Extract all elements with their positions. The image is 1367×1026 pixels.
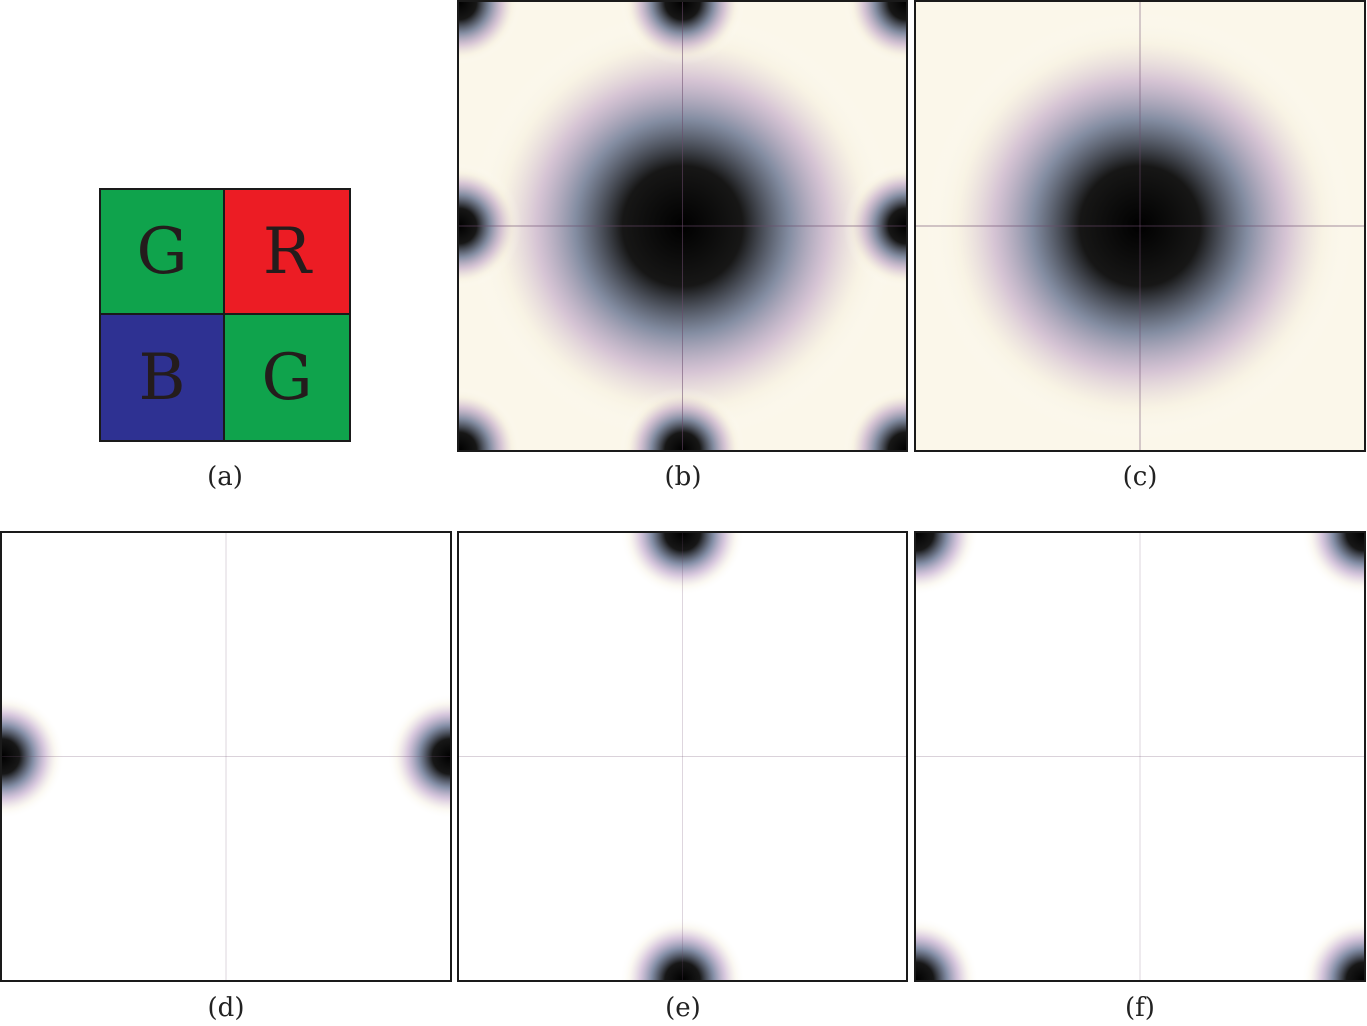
spectral-peak-top-mid [619,533,746,596]
bayer-cell-green-bottom-right: G [225,315,349,440]
spectral-peak-corners [843,387,906,450]
spectral-peak-corners [459,387,522,450]
spectrum-image-c [916,2,1364,450]
bayer-letter: R [262,214,312,289]
spectrum-panel-f [914,531,1366,982]
bayer-cell-red: R [225,190,349,315]
bayer-letter: G [261,340,313,415]
bayer-pattern: G R B G [99,188,351,442]
spectrum-panel-b [457,0,908,452]
spectrum-panel-e [457,531,908,982]
spectrum-panel-d [0,531,452,982]
caption-c: (c) [1122,462,1158,492]
spectral-peak-corners [1301,917,1364,980]
spectral-peak-left-mid [2,693,65,820]
spectral-peak-corners [916,533,979,596]
spectral-peak-corners [1301,533,1364,596]
caption-d: (d) [207,993,245,1023]
spectrum-image-f [916,533,1364,980]
spectral-peak-corners [459,2,522,65]
bayer-cell-blue: B [101,315,225,440]
caption-f: (f) [1125,993,1155,1023]
spectral-peak-corners [843,2,906,65]
spectrum-panel-c [914,0,1366,452]
caption-e: (e) [665,993,701,1023]
bayer-cell-green-top-left: G [101,190,225,315]
spectrum-image-e [459,533,906,980]
spectrum-image-d [2,533,450,980]
spectral-peak-corners [916,917,979,980]
caption-a: (a) [207,462,243,492]
caption-b: (b) [664,462,702,492]
bayer-letter: G [136,214,188,289]
spectrum-image-b [459,2,906,450]
spectral-peak-bottom-mid [619,917,746,980]
bayer-letter: B [138,340,186,415]
spectral-peak-right-mid [387,693,450,820]
